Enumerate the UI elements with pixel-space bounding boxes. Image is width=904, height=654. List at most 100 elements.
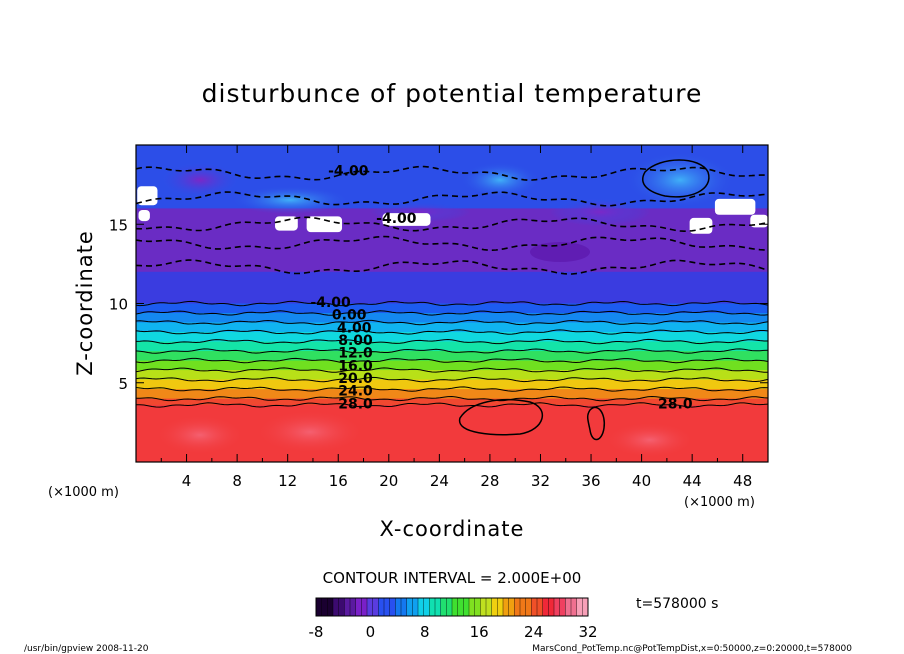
missing-patch (138, 209, 150, 222)
colorbar-cell (327, 598, 334, 616)
colorbar-cell (412, 598, 419, 616)
x-tick-label: 24 (430, 472, 449, 490)
contour-label: 24.0 (338, 384, 373, 400)
negative-contour (136, 259, 768, 275)
colorbar-cell (497, 598, 504, 616)
closed-contour (642, 159, 710, 198)
x-tick-label: 32 (531, 472, 550, 490)
color-band (136, 351, 768, 362)
colorbar-cell (429, 598, 436, 616)
contour-label: 4.00 (337, 320, 372, 336)
contour-label: 8.00 (338, 333, 373, 349)
x-tick-label: 44 (683, 472, 702, 490)
contour-line (136, 386, 768, 392)
colorbar-tick-label: 8 (420, 623, 430, 641)
colorbar-cell (503, 598, 509, 616)
contour-line (136, 319, 768, 326)
color-band (136, 313, 768, 324)
color-band (136, 332, 768, 343)
colorbar-tick-label: 0 (366, 623, 376, 641)
colorbar-cell (378, 598, 385, 616)
chart-title: disturbunce of potential temperature (202, 79, 703, 108)
contour-label: 12.0 (338, 346, 373, 362)
colorbar-cell (537, 598, 543, 616)
dark-purple-spot (530, 242, 590, 262)
footer-right: MarsCond_PotTemp.nc@PotTempDist,x=0:5000… (532, 644, 852, 654)
x-tick-label: 36 (581, 472, 600, 490)
colorbar-tick-label: -8 (309, 623, 324, 641)
blue-spot (230, 186, 350, 214)
colorbar-cell (525, 598, 532, 616)
y-tick-label: 15 (109, 216, 128, 234)
colorbar-cell (480, 598, 487, 616)
colorbar-cell (463, 598, 470, 616)
missing-patch (714, 198, 756, 215)
colorbar-cell (474, 598, 481, 616)
contour-label: 20.0 (338, 371, 373, 387)
contour-line (136, 338, 768, 345)
missing-patch (382, 213, 431, 226)
contour-label: -4.00 (310, 295, 351, 311)
y-axis-title: Z-coordinate (73, 230, 97, 376)
pink-spot (155, 415, 245, 455)
contour-interval-label: CONTOUR INTERVAL = 2.000E+00 (323, 569, 582, 587)
colorbar-cell (338, 598, 345, 616)
colorbar-cell (452, 598, 458, 616)
color-band (136, 398, 768, 406)
x-axis-title: X-coordinate (380, 517, 525, 541)
color-band (136, 360, 768, 371)
contour-line (136, 395, 768, 402)
x-tick-label: 16 (329, 472, 348, 490)
time-label: t=578000 s (636, 596, 718, 612)
contour-line (136, 367, 768, 373)
contour-line (136, 310, 768, 316)
contour-lines (136, 159, 768, 441)
colorbar-cell (565, 598, 572, 616)
field-texture (155, 152, 735, 458)
colorbar-cell (491, 598, 498, 616)
colorbar-cell (344, 598, 351, 616)
colorbar-cell (333, 598, 339, 616)
colorbar-frame (315, 597, 589, 617)
colorbar-cell (446, 598, 453, 616)
colorbar-cell (418, 598, 424, 616)
missing-patch (275, 216, 298, 231)
colorbar-cell (548, 598, 555, 616)
colorbar-cell (423, 598, 430, 616)
closed-contour (459, 399, 544, 436)
contour-line (136, 348, 768, 354)
closed-contour (586, 406, 606, 441)
x-tick-label: 20 (379, 472, 398, 490)
contour-label: 16.0 (338, 358, 373, 374)
contour-label: -4.00 (376, 211, 417, 227)
colorbar-cell (469, 598, 475, 616)
heatmap-plot (136, 145, 768, 462)
contour-line (136, 376, 768, 383)
colorbar-cell (571, 598, 577, 616)
colorbar-cell (520, 598, 526, 616)
color-band (136, 341, 768, 352)
colorbar-cell (384, 598, 390, 616)
colorbar-cell (361, 598, 368, 616)
footer-left: /usr/bin/gpview 2008-11-20 (24, 644, 149, 654)
colorbar-cell (435, 598, 441, 616)
color-band (136, 322, 768, 333)
colorbar-cell (576, 598, 583, 616)
missing-patch (137, 186, 158, 206)
color-band (136, 370, 768, 381)
x-unit-label-right: (×1000 m) (684, 495, 755, 510)
negative-contour (136, 191, 768, 207)
y-tick-label: 10 (109, 296, 128, 314)
colorbar-cell (316, 598, 322, 616)
colorbar-cell (350, 598, 356, 616)
colorbar-cell (367, 598, 373, 616)
contour-label: 28.0 (338, 396, 373, 412)
pink-spot (255, 410, 365, 454)
x-tick-label: 48 (733, 472, 752, 490)
colorbar-cell (508, 598, 515, 616)
colorbar-cell (372, 598, 379, 616)
y-axis-ticks: 5 10 15 (109, 216, 768, 393)
colorbar-cell (554, 598, 560, 616)
contour-line (136, 402, 768, 408)
blue-spot (460, 162, 540, 198)
